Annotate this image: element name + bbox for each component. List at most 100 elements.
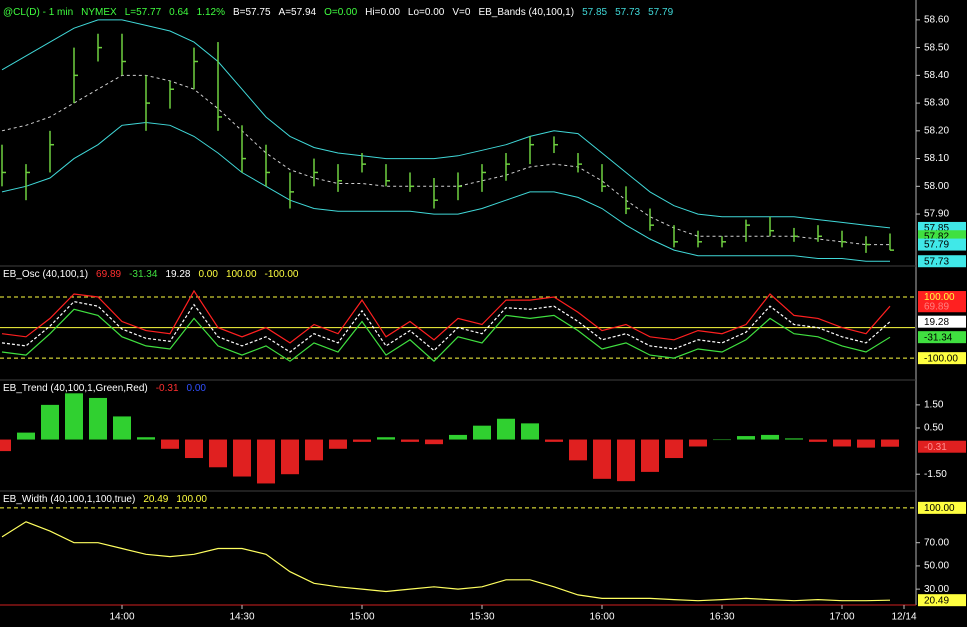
trend-bar — [257, 439, 275, 484]
band-line — [1, 19, 891, 229]
trend-bar — [425, 439, 443, 445]
header-item: 19.28 — [165, 269, 190, 280]
trend-bar — [545, 439, 563, 442]
trend-bar — [473, 425, 491, 440]
indicator-line — [1, 300, 891, 353]
value-box-label: 57.85 — [924, 223, 949, 234]
y-tick-label: 58.20 — [924, 125, 949, 136]
x-tick-label: 17:00 — [829, 612, 854, 623]
panel-header: @CL(D) - 1 min NYMEX L=57.77 0.64 1.12% B=57.… — [3, 7, 674, 18]
trend-bar — [809, 439, 827, 442]
x-tick-label: 15:00 — [349, 612, 374, 623]
y-tick-label: 0.50 — [924, 423, 944, 434]
y-tick-label: 70.00 — [924, 537, 949, 548]
header-item: @CL(D) - 1 min — [3, 7, 73, 18]
trend-bar — [65, 393, 83, 440]
header-item: V=0 — [452, 7, 471, 18]
header-item: 20.49 — [143, 494, 168, 505]
value-box-label: 57.73 — [924, 256, 949, 267]
value-box-label: 100.00 — [924, 503, 955, 514]
trend-bar — [497, 418, 515, 440]
value-box — [918, 255, 966, 268]
trend-bar — [713, 439, 731, 441]
x-tick-label: 12/14 — [891, 612, 916, 623]
value-box — [918, 300, 966, 313]
header-item: 57.79 — [648, 7, 673, 18]
y-tick-label: 58.50 — [924, 42, 949, 53]
value-box-label: -31.34 — [924, 332, 953, 343]
trend-bar — [17, 432, 35, 440]
header-item: EB_Osc (40,100,1) — [3, 269, 88, 280]
trend-bar — [0, 439, 11, 452]
header-item: L=57.77 — [125, 7, 162, 18]
trend-bar — [401, 439, 419, 442]
header-item: 57.73 — [615, 7, 640, 18]
y-tick-label: 58.00 — [924, 181, 949, 192]
trend-bar — [593, 439, 611, 479]
trend-bar — [641, 439, 659, 472]
y-tick-label: 58.10 — [924, 153, 949, 164]
indicator-line — [1, 521, 891, 602]
value-box-label: -100.00 — [924, 353, 958, 364]
value-box — [918, 440, 966, 453]
trend-bar — [689, 439, 707, 447]
y-tick-label: 50.00 — [924, 561, 949, 572]
trend-bar — [833, 439, 851, 447]
header-item: 100.00 — [226, 269, 257, 280]
value-box-label: 57.82 — [924, 231, 949, 242]
header-item: -31.34 — [129, 269, 158, 280]
y-tick-label: -1.50 — [924, 469, 947, 480]
trend-bar — [209, 439, 227, 468]
y-tick-label: 58.30 — [924, 98, 949, 109]
header-item: 1.12% — [197, 7, 225, 18]
trend-bar — [137, 437, 155, 440]
y-tick-label: 57.90 — [924, 209, 949, 220]
header-item: 100.00 — [176, 494, 207, 505]
header-item: NYMEX — [81, 7, 117, 18]
value-box-label: 19.28 — [924, 317, 949, 328]
header-item: -100.00 — [265, 269, 299, 280]
x-tick-label: 16:00 — [589, 612, 614, 623]
value-box-label: 100.00 — [924, 292, 955, 303]
value-box — [918, 315, 966, 328]
header-item: 57.85 — [582, 7, 607, 18]
trend-bar — [761, 434, 779, 440]
value-box — [918, 501, 966, 514]
header-item: Hi=0.00 — [365, 7, 400, 18]
y-tick-label: 58.40 — [924, 70, 949, 81]
trend-bar — [521, 423, 539, 440]
trend-bar — [569, 439, 587, 461]
panel-header: EB_Trend (40,100,1,Green,Red) -0.31 0.00 — [3, 383, 206, 394]
header-item: -0.31 — [156, 383, 179, 394]
header-item: EB_Bands (40,100,1) — [478, 7, 574, 18]
header-item: A=57.94 — [279, 7, 317, 18]
x-tick-label: 14:30 — [229, 612, 254, 623]
trend-bar — [329, 439, 347, 449]
trend-bar — [185, 439, 203, 459]
trend-bar — [161, 439, 179, 449]
x-tick-label: 16:30 — [709, 612, 734, 623]
value-box — [918, 594, 966, 607]
band-line — [1, 121, 890, 262]
trend-bar — [113, 416, 131, 440]
y-tick-label: 1.50 — [924, 400, 944, 411]
trend-bar — [41, 404, 59, 440]
value-box — [918, 331, 966, 344]
header-item: EB_Trend (40,100,1,Green,Red) — [3, 383, 148, 394]
value-box-label: 20.49 — [924, 595, 949, 606]
y-tick-label: 58.60 — [924, 15, 949, 26]
x-tick-label: 15:30 — [469, 612, 494, 623]
trend-bar — [89, 397, 107, 440]
trend-bar — [353, 439, 371, 442]
trend-bar — [665, 439, 683, 459]
trend-bar — [737, 436, 755, 440]
header-item: B=57.75 — [233, 7, 271, 18]
header-item: 0.00 — [187, 383, 207, 394]
trend-bar — [857, 439, 875, 448]
y-tick-label: 30.00 — [924, 584, 949, 595]
header-item: 69.89 — [96, 269, 121, 280]
value-box — [918, 238, 966, 251]
value-box-label: -0.31 — [924, 442, 947, 453]
